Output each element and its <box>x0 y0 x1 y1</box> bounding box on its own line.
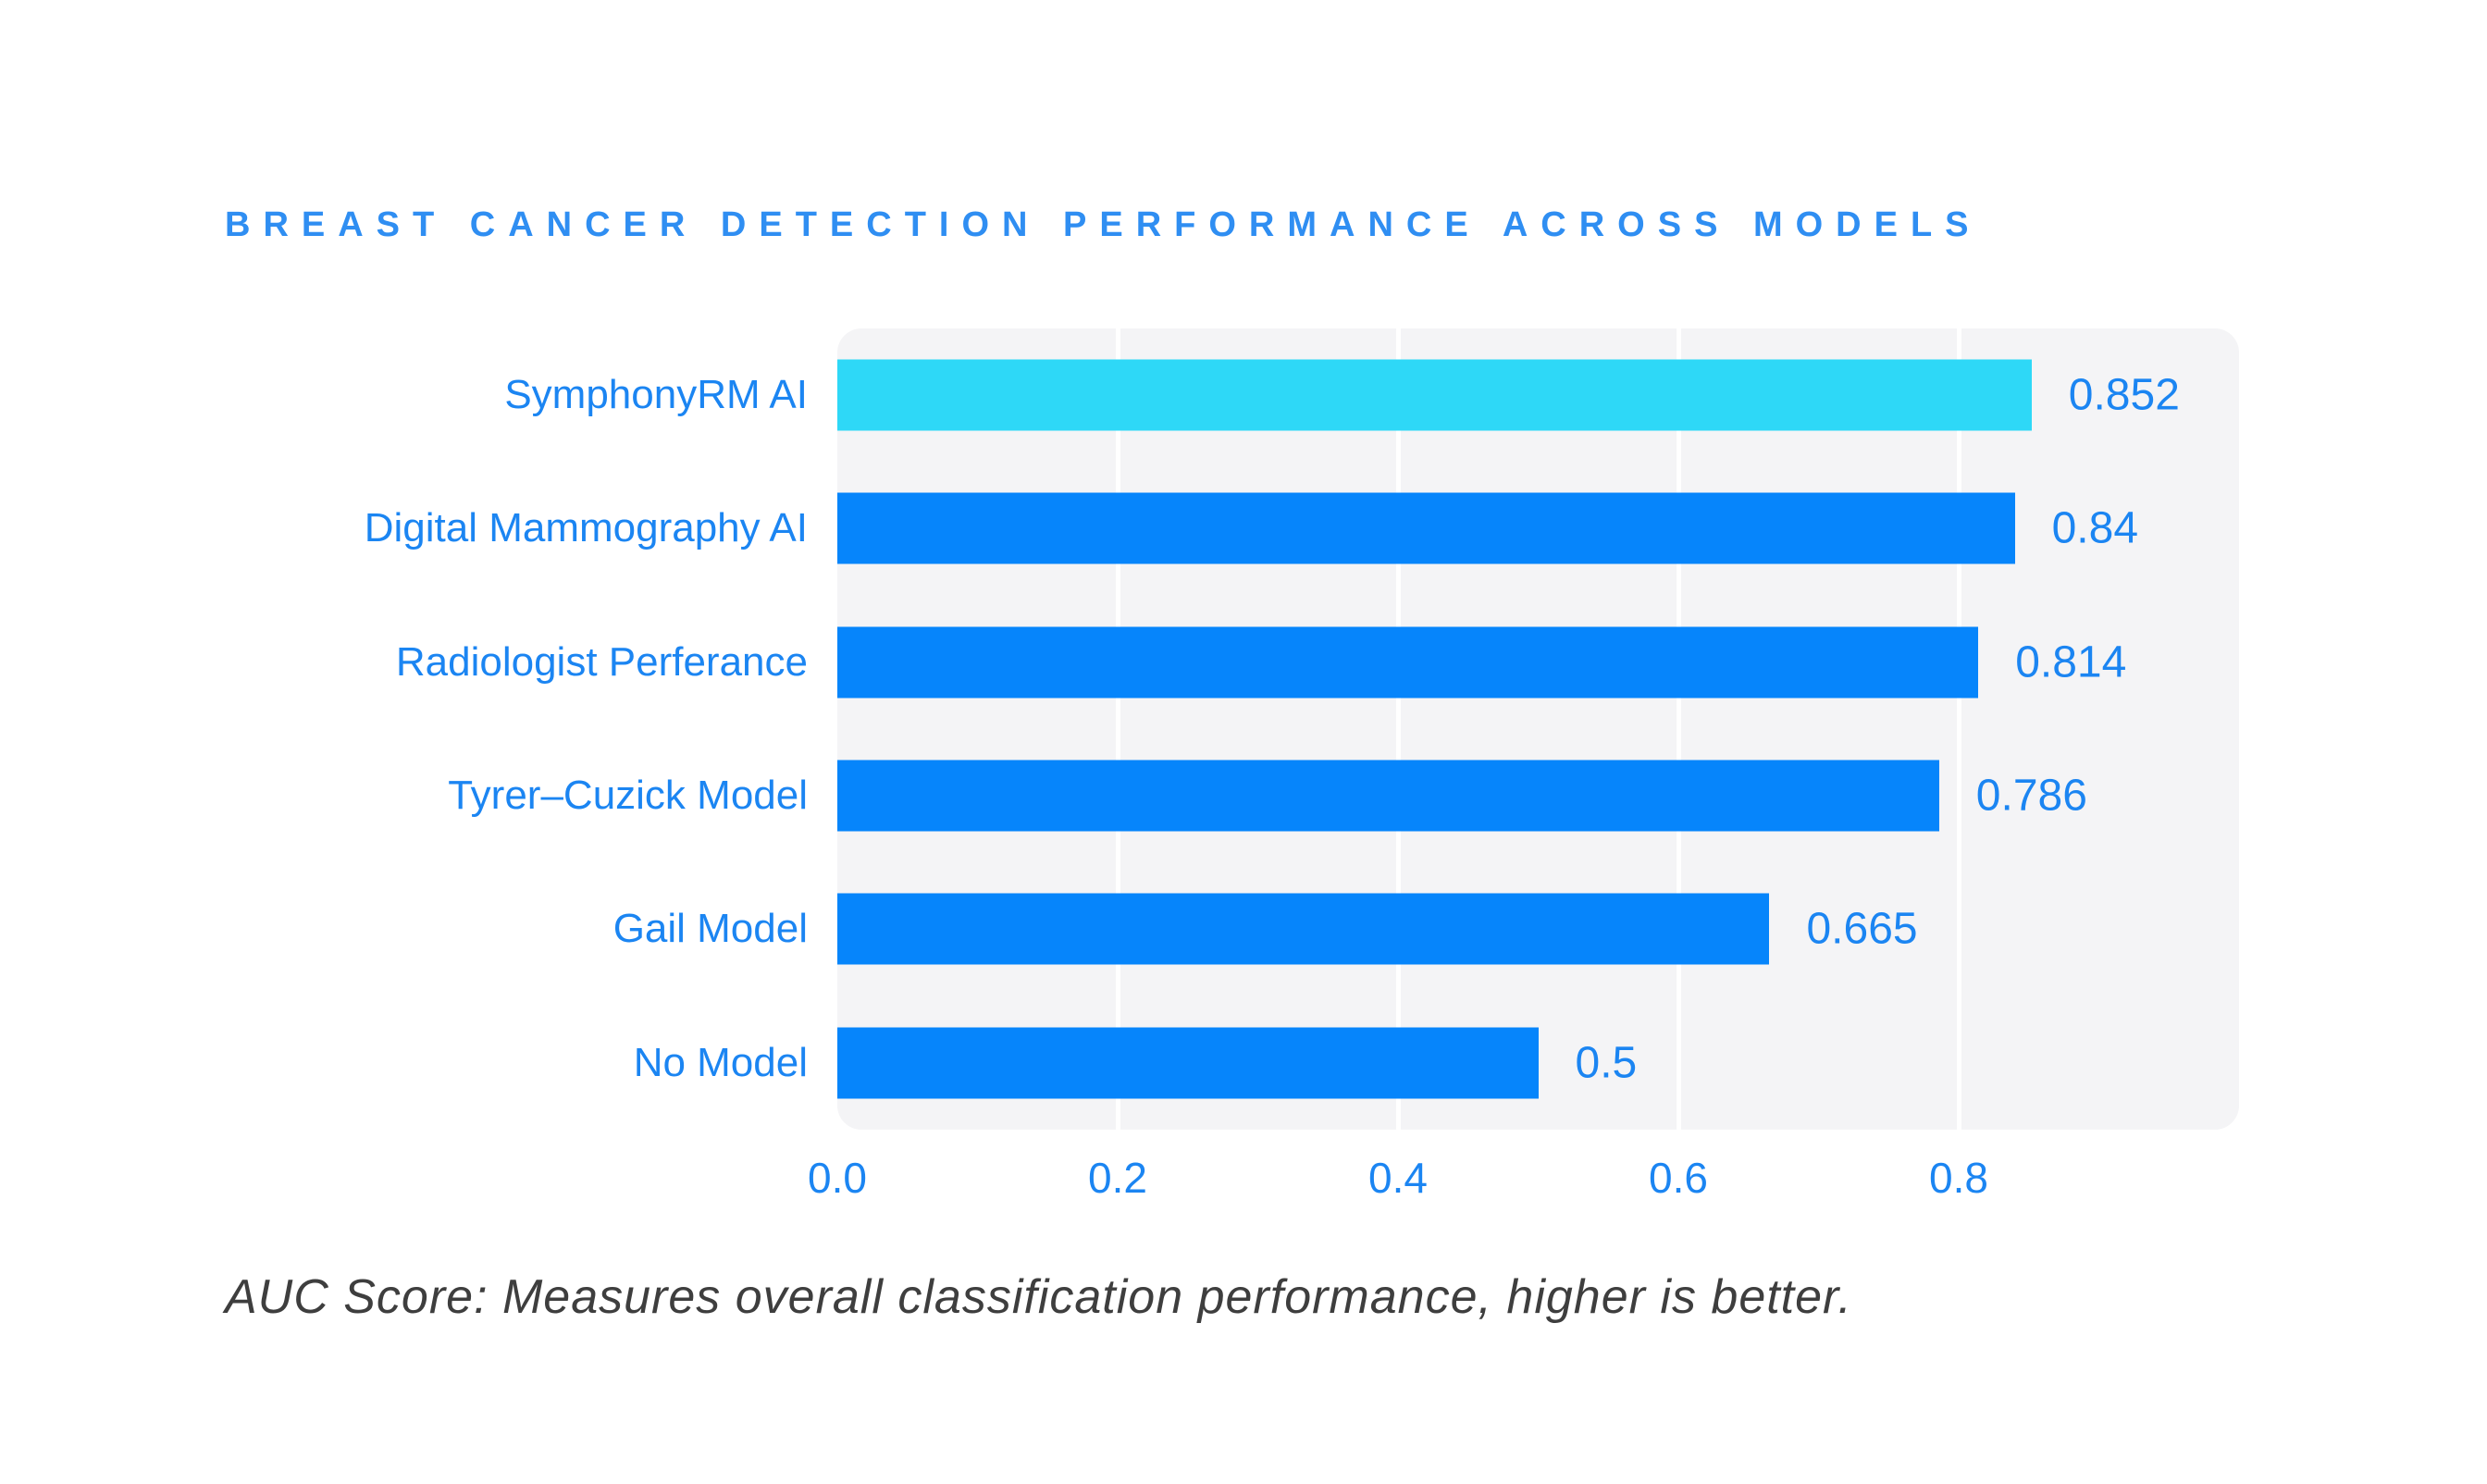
gridline <box>1396 328 1401 1130</box>
x-tick-label: 0.4 <box>1368 1154 1428 1202</box>
bar-track: 0.665 <box>837 862 2239 996</box>
bar <box>837 760 1939 832</box>
bar-row: SymphonyRM AI 0.852 <box>0 328 2487 462</box>
bar-value-label: 0.5 <box>1575 1038 1638 1088</box>
bar <box>837 359 2032 431</box>
bar <box>837 1027 1539 1099</box>
bar-value-label: 0.852 <box>2068 370 2180 420</box>
plot-background <box>837 328 2239 1130</box>
x-axis: 0.0 0.2 0.4 0.6 0.8 <box>808 1153 2239 1208</box>
category-label: Gail Model <box>612 906 808 952</box>
bar-row: No Model 0.5 <box>0 996 2487 1130</box>
bar-row: Gail Model 0.665 <box>0 862 2487 996</box>
x-tick-label: 0.2 <box>1088 1154 1147 1202</box>
bar-track: 0.814 <box>837 596 2239 729</box>
bar-track: 0.84 <box>837 462 2239 595</box>
chart-title: BREAST CANCER DETECTION PERFORMANCE ACRO… <box>225 205 1982 244</box>
bar <box>837 893 1770 965</box>
chart-note: AUC Score: Measures overall classificati… <box>225 1270 1852 1324</box>
category-label: Digital Mammography AI <box>364 505 808 551</box>
bar-rows: SymphonyRM AI 0.852 Digital Mammography AI… <box>0 328 2487 1130</box>
category-label: No Model <box>633 1039 808 1085</box>
x-tick-label: 0.0 <box>808 1154 867 1202</box>
gridline <box>1677 328 1681 1130</box>
x-tick-label: 0.8 <box>1929 1154 1988 1202</box>
bar-row: Digital Mammography AI 0.84 <box>0 462 2487 595</box>
bar-row: Radiologist Perferance 0.814 <box>0 596 2487 729</box>
gridline <box>1957 328 1961 1130</box>
bar-value-label: 0.84 <box>2051 503 2139 553</box>
bar-row: Tyrer–Cuzick Model 0.786 <box>0 729 2487 862</box>
category-label: Radiologist Perferance <box>395 638 808 685</box>
bar-value-label: 0.814 <box>2015 637 2127 687</box>
bar-track: 0.852 <box>837 328 2239 462</box>
gridline <box>1116 328 1120 1130</box>
category-label: SymphonyRM AI <box>504 372 808 418</box>
bar-value-label: 0.665 <box>1806 904 1918 954</box>
bar-track: 0.5 <box>837 996 2239 1130</box>
bar <box>837 492 2015 564</box>
x-tick-label: 0.6 <box>1649 1154 1708 1202</box>
bar <box>837 626 1979 699</box>
bar-track: 0.786 <box>837 729 2239 862</box>
bar-chart: SymphonyRM AI 0.852 Digital Mammography AI… <box>0 328 2487 1130</box>
category-label: Tyrer–Cuzick Model <box>448 773 808 819</box>
bar-value-label: 0.786 <box>1975 771 2087 821</box>
